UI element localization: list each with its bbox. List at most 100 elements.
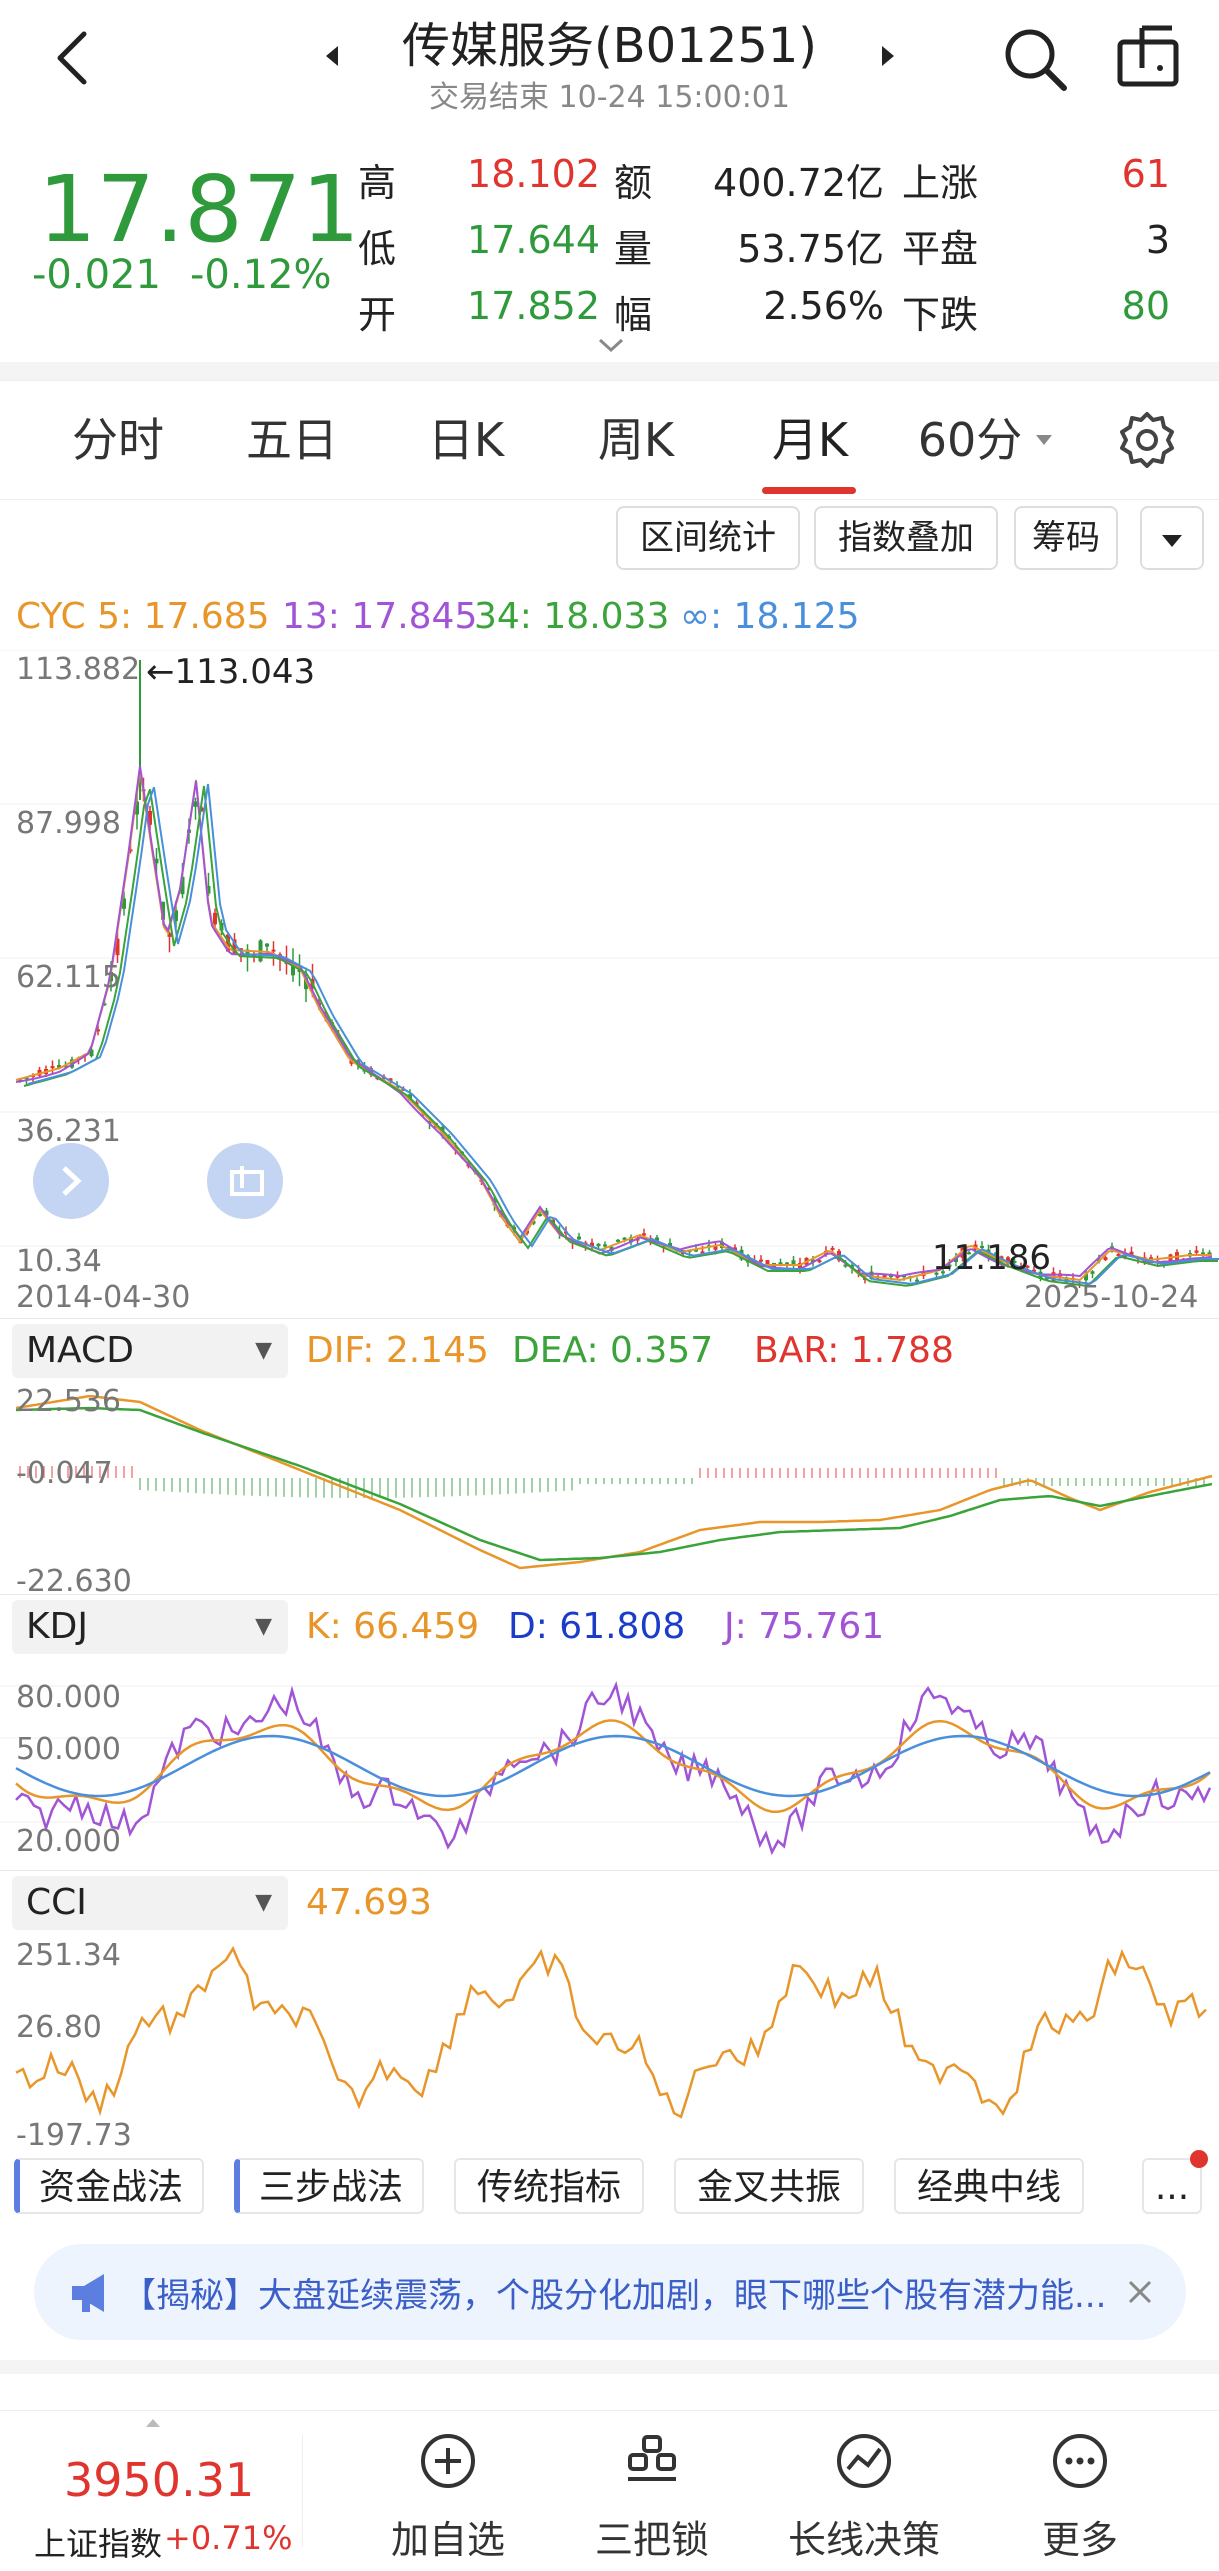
candle [167, 933, 172, 937]
prev-arrow-icon[interactable] [322, 44, 342, 68]
active-tab-indicator [762, 487, 856, 494]
candle [265, 943, 269, 947]
news-banner[interactable]: 【揭秘】大盘延续震荡，个股分化加剧，眼下哪些个股有潜力能... [34, 2244, 1186, 2340]
candle [544, 1210, 549, 1216]
divider [0, 2360, 1219, 2374]
candle [50, 1066, 55, 1069]
tab-daily-k[interactable]: 日K [427, 413, 505, 467]
candle [713, 1245, 718, 1250]
strategy-capital[interactable]: 资金战法 [14, 2158, 204, 2214]
candle [830, 1247, 835, 1250]
trend-circle-icon [837, 2434, 891, 2488]
chips-button[interactable]: 筹码 [1014, 506, 1118, 570]
open-label: 开 [358, 293, 397, 337]
range-stats-button[interactable]: 区间统计 [616, 506, 800, 570]
candle [232, 939, 237, 954]
max-price-label: ←113.043 [146, 652, 316, 692]
macd-selector-label: MACD [26, 1330, 134, 1371]
candlestick-chart[interactable] [0, 650, 1219, 1350]
cycinf-legend: ∞: 18.125 [680, 596, 860, 637]
candle [239, 948, 243, 951]
candle [817, 1260, 822, 1263]
expand-chevron-icon[interactable] [596, 336, 626, 356]
caret-icon: ▼ [255, 1614, 272, 1639]
nav-add-watchlist[interactable]: 加自选 [358, 2411, 538, 2571]
candle [1207, 1252, 1212, 1255]
more-dots-icon [1053, 2434, 1107, 2488]
cci-line [15, 1945, 1207, 2119]
banner-text: 【揭秘】大盘延续震荡，个股分化加剧，眼下哪些个股有潜力能... [122, 2276, 1107, 2316]
kdj-j: J: 75.761 [724, 1606, 885, 1647]
next-arrow-icon[interactable] [878, 44, 898, 68]
candle [785, 1262, 789, 1265]
strategy-classic-mid[interactable]: 经典中线 [894, 2158, 1084, 2214]
nav-label: 长线决策 [787, 2518, 940, 2562]
gear-icon[interactable] [1118, 411, 1176, 469]
candle [622, 1237, 627, 1240]
macd-chart[interactable] [0, 1380, 1219, 1590]
index-value[interactable]: 3950.31 [64, 2453, 255, 2507]
tab-intraday[interactable]: 分时 [72, 413, 164, 467]
candle [122, 898, 126, 909]
dea-line [15, 1406, 1213, 1562]
rise-label: 上涨 [902, 161, 979, 205]
kdj-selector[interactable]: KDJ ▼ [12, 1600, 288, 1654]
candle [193, 801, 198, 807]
tab-monthly-k[interactable]: 月K [771, 413, 849, 467]
kdj-chart[interactable] [0, 1656, 1219, 1868]
nav-more[interactable]: 更多 [990, 2411, 1170, 2571]
header: 传媒服务(B01251) 交易结束 10-24 15:00:01 [0, 0, 1219, 140]
share-icon[interactable] [1116, 24, 1180, 88]
candle [765, 1260, 770, 1267]
candle [174, 910, 178, 922]
strategy-three-step[interactable]: 三步战法 [234, 2158, 424, 2214]
candle [915, 1279, 919, 1282]
candle [180, 876, 185, 895]
candle [1064, 1277, 1069, 1283]
search-icon[interactable] [1000, 24, 1070, 94]
candle [304, 977, 308, 990]
candle [700, 1251, 705, 1254]
low-value: 17.644 [467, 218, 600, 262]
index-name[interactable]: 上证指数 [34, 2525, 163, 2563]
tab-60min[interactable]: 60分 [917, 413, 1023, 467]
candle [869, 1271, 874, 1280]
open-value: 17.852 [467, 284, 600, 328]
candle [934, 1272, 939, 1275]
last-price: 17.871 [38, 156, 360, 263]
candle [135, 801, 139, 815]
landscape-icon[interactable] [206, 1142, 284, 1220]
candle [590, 1242, 594, 1248]
strategy-traditional[interactable]: 传统指标 [454, 2158, 644, 2214]
period-tabs: 分时 五日 日K 周K 月K 60分 [0, 380, 1219, 500]
page-title: 传媒服务(B01251) [401, 18, 818, 74]
macd-selector[interactable]: MACD ▼ [12, 1324, 288, 1378]
kdj-d: D: 61.808 [508, 1606, 686, 1647]
strategy-golden-cross[interactable]: 金叉共振 [674, 2158, 864, 2214]
candle [882, 1275, 887, 1278]
index-overlay-button[interactable]: 指数叠加 [814, 506, 998, 570]
tab-five-day[interactable]: 五日 [246, 413, 338, 467]
strategy-more[interactable]: ... [1142, 2158, 1202, 2214]
divider [0, 362, 1219, 380]
expand-chart-icon[interactable] [32, 1142, 110, 1220]
cci-selector[interactable]: CCI ▼ [12, 1876, 288, 1930]
candle [245, 949, 250, 957]
caret-icon: ▼ [255, 1338, 272, 1363]
nav-three-locks[interactable]: 三把锁 [562, 2411, 742, 2571]
nav-long-term[interactable]: 长线决策 [774, 2411, 954, 2571]
cci-chart[interactable] [0, 1932, 1219, 2148]
x-start-date: 2014-04-30 [16, 1280, 191, 1315]
candle [271, 949, 276, 952]
tab-weekly-k[interactable]: 周K [597, 413, 675, 467]
close-icon[interactable] [1126, 2278, 1154, 2306]
dropdown-caret-icon[interactable] [1034, 433, 1054, 447]
back-chevron-icon[interactable] [52, 30, 92, 86]
cci-y-top: 251.34 [16, 1938, 121, 1973]
notification-dot [1190, 2150, 1208, 2168]
megaphone-icon [72, 2274, 104, 2312]
candle [1103, 1257, 1108, 1261]
more-tools-button[interactable] [1140, 506, 1204, 570]
fall-label: 下跌 [902, 293, 979, 337]
macd-y-mid: -0.047 [16, 1456, 113, 1491]
